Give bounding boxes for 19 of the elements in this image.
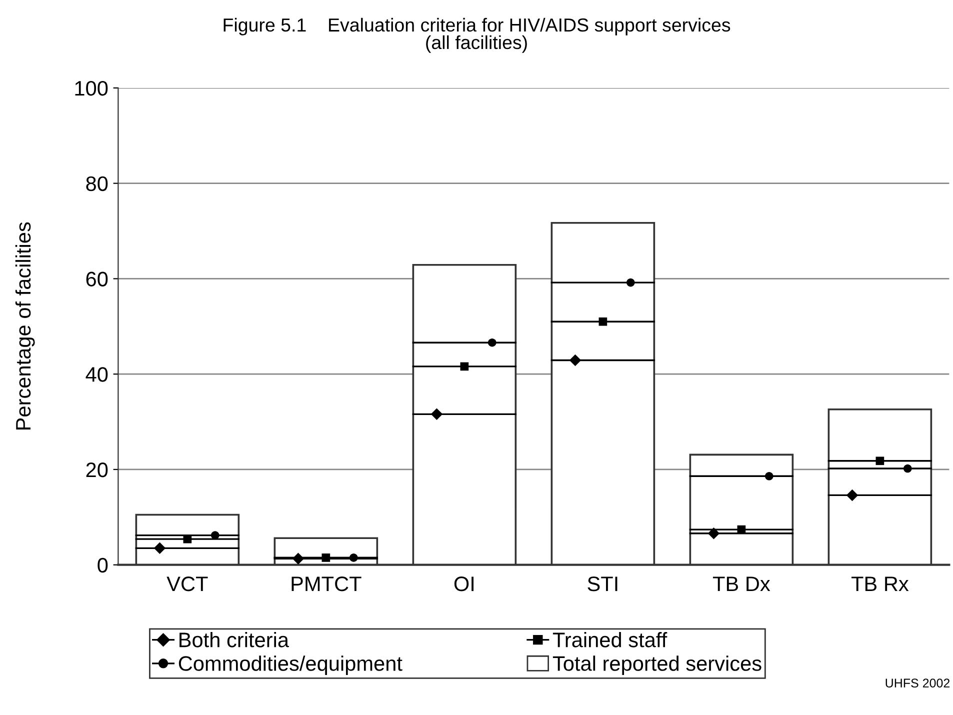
y-tick-label: 60 bbox=[86, 272, 108, 286]
text: UHFS 2002 bbox=[886, 678, 950, 688]
x-tick-label: OI bbox=[454, 576, 474, 592]
y-axis-title: Percentage of facilities bbox=[15, 222, 35, 430]
x-tick-label: PMTCT bbox=[292, 576, 362, 592]
x-tick-label: STI bbox=[588, 576, 618, 592]
y-tick-label: 20 bbox=[86, 462, 108, 478]
y-tick-label: 40 bbox=[86, 367, 108, 382]
y-tick-label: 0 bbox=[98, 558, 108, 573]
chart-title: Figure 5.1 Evaluation criteria for HIV/AIDS support services (all facilities) bbox=[224, 18, 730, 53]
legend-label: Trained staff bbox=[552, 632, 668, 648]
x-tick-label: TB Rx bbox=[851, 576, 909, 592]
x-tick-label: VCT bbox=[166, 576, 208, 592]
legend-label: Commodities/equipment bbox=[178, 656, 402, 676]
legend-label: Total reported services bbox=[552, 656, 762, 676]
y-tick-label: 100 bbox=[75, 80, 108, 96]
legend-label: Both criteria bbox=[180, 632, 289, 648]
x-tick-label: TB Dx bbox=[712, 576, 770, 592]
y-tick-label: 80 bbox=[86, 176, 108, 192]
